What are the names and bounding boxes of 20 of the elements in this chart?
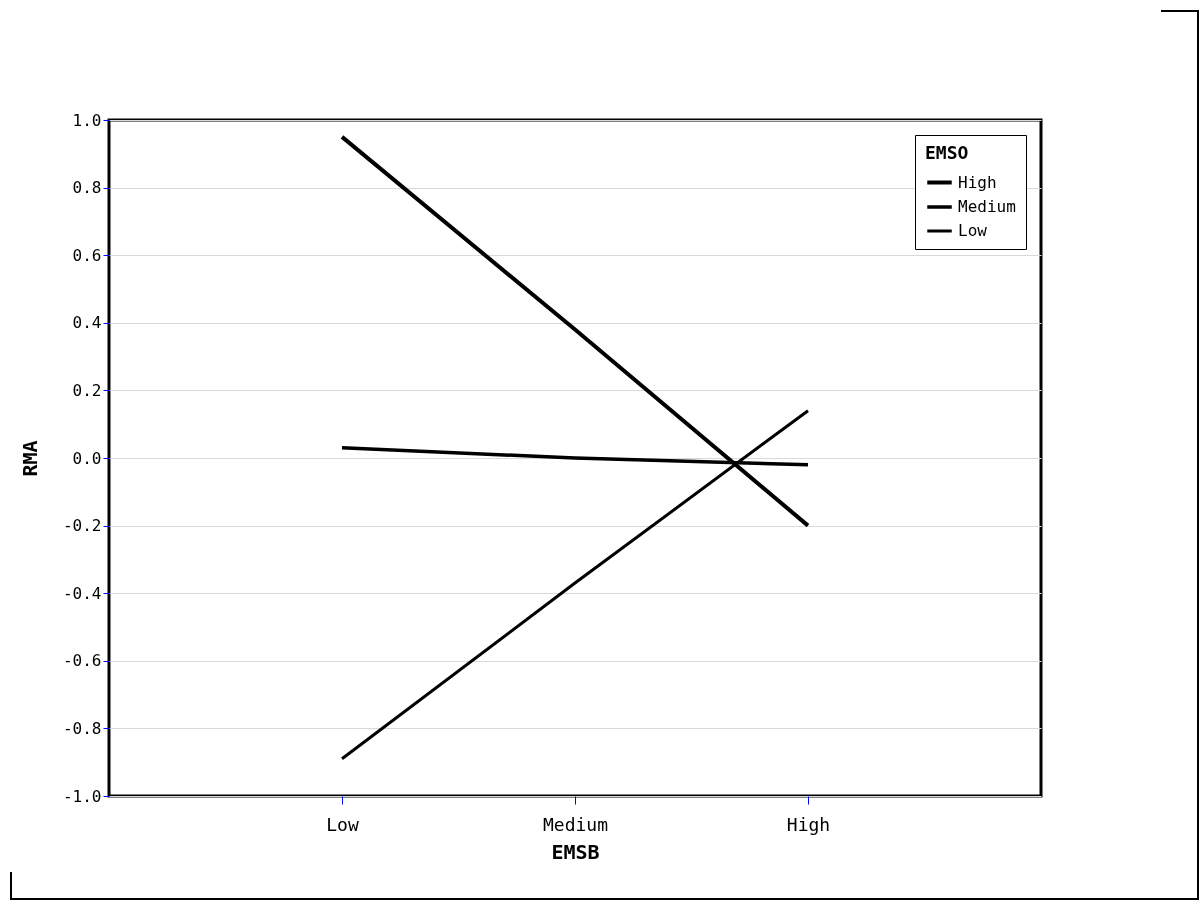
legend-label: Medium — [958, 197, 1016, 216]
y-tick-label: -1.0 — [62, 786, 102, 806]
y-tick-label: -0.2 — [62, 516, 102, 536]
y-tick-label: -0.8 — [62, 718, 102, 738]
y-tick-label: 0.6 — [72, 245, 102, 265]
y-tick-label: 0.8 — [72, 178, 102, 198]
y-tick-label: 1.0 — [72, 110, 102, 130]
y-tick-label: 0.4 — [72, 313, 102, 333]
y-tick-label: -0.6 — [62, 651, 102, 671]
legend-label: Low — [958, 221, 988, 240]
x-tick-label: Low — [326, 813, 359, 835]
legend-title: EMSO — [925, 142, 969, 163]
x-tick-label: Medium — [542, 813, 609, 835]
x-axis-title: EMSB — [551, 839, 600, 864]
y-tick-label: -0.4 — [62, 583, 102, 603]
y-axis-title: RMA — [17, 440, 42, 477]
x-tick-label: High — [786, 813, 831, 835]
legend-label: High — [958, 172, 997, 192]
y-tick-label: 0.2 — [72, 380, 102, 400]
y-tick-label: 0.0 — [72, 448, 102, 468]
